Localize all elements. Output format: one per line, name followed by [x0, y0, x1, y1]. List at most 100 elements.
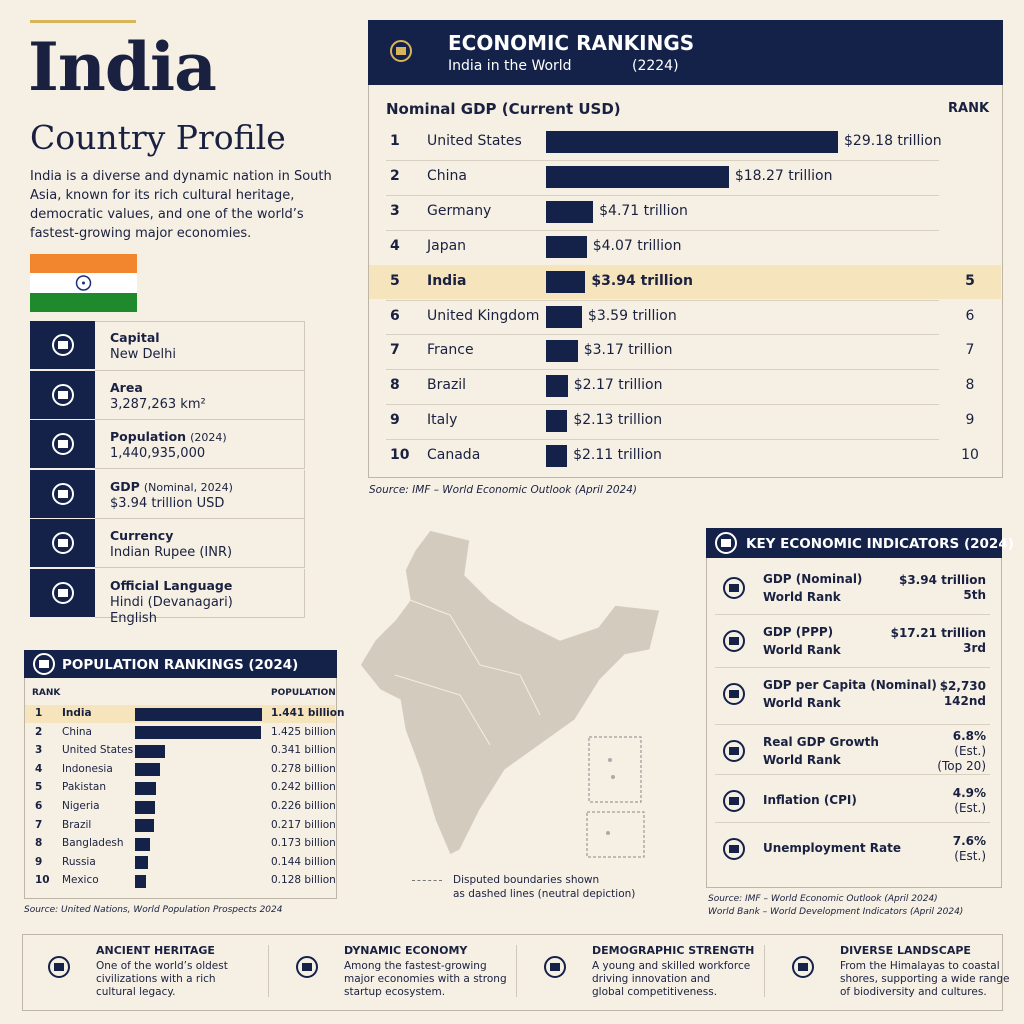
icon: [50, 332, 76, 358]
country: Canada: [427, 447, 481, 464]
icon: [50, 431, 76, 457]
bar: [135, 874, 147, 888]
value-label: 1.441 billion: [271, 707, 345, 719]
indicator-label: Inflation (CPI): [763, 793, 857, 807]
icon: [721, 628, 747, 654]
value-label: 0.278 billion: [271, 762, 336, 775]
icon: [542, 954, 568, 980]
panel-title: KEY ECONOMIC INDICATORS (2024): [746, 536, 1014, 552]
icon-art: [723, 577, 745, 599]
panel-title: ECONOMIC RANKINGS: [448, 31, 695, 55]
indicator-rank: 5th: [963, 588, 986, 602]
indicator-value: $2,730: [939, 679, 986, 693]
footer-text: shores, supporting a wide range: [840, 973, 1010, 985]
map-legend: Disputed boundaries shown: [453, 874, 600, 886]
icon: [721, 788, 747, 814]
rank: 9: [35, 855, 43, 868]
icon: [46, 954, 72, 980]
value-label: 0.217 billion: [271, 818, 336, 831]
country: Indonesia: [62, 762, 113, 775]
fact-row: [95, 420, 305, 469]
panel-header: [706, 528, 1002, 558]
footer-text: of biodiversity and cultures.: [840, 986, 987, 998]
fact-label: GDP (Nominal, 2024): [110, 478, 233, 494]
footer-text: One of the world’s oldest: [96, 960, 228, 972]
indicator-rank: 142nd: [943, 694, 986, 708]
footer-text: startup ecosystem.: [344, 986, 446, 998]
country: China: [62, 725, 92, 738]
icon-art: [723, 790, 745, 812]
icon-art: [723, 740, 745, 762]
icon-art: [715, 532, 737, 554]
panel-header: [24, 650, 337, 678]
icon: [790, 954, 816, 980]
country: United States: [427, 133, 522, 149]
indicator-rank-label: World Rank: [763, 643, 841, 657]
icon-art: [52, 581, 74, 604]
value-label: 0.128 billion: [271, 874, 336, 887]
value-label: $3.94 trillion: [591, 272, 693, 289]
footer-text: cultural legacy.: [96, 986, 176, 998]
value-label: $3.59 trillion: [587, 307, 677, 324]
rank: 8: [390, 377, 400, 394]
panel-header: [368, 20, 1003, 85]
map-art: [359, 529, 661, 858]
rank: 8: [35, 837, 43, 850]
rank: 2: [390, 167, 400, 184]
rank: 6: [35, 800, 43, 812]
indicator-label: Unemployment Rate: [763, 841, 902, 855]
rank: 5: [390, 272, 400, 289]
source: Source: United Nations, World Population…: [24, 905, 283, 915]
icon: [31, 651, 57, 677]
country: India: [62, 707, 92, 719]
icon: [721, 575, 747, 601]
footer-text: A young and skilled workforce: [592, 960, 751, 972]
indicator-note: (Est.): [954, 801, 986, 815]
country: Nigeria: [62, 800, 100, 812]
indicator-note: (Est.): [954, 743, 986, 758]
icon-art: [544, 956, 566, 978]
row-divider: [715, 667, 990, 668]
fact-label: Currency: [110, 528, 174, 543]
fact-row: [95, 469, 305, 519]
indicator-value: 4.9%: [952, 786, 986, 800]
row-divider: [386, 439, 939, 441]
legend-dash: [412, 880, 442, 881]
indicator-label: GDP per Capita (Nominal): [763, 678, 937, 692]
footer-text: major economies with a strong: [344, 973, 507, 985]
footer-title: DEMOGRAPHIC STRENGTH: [592, 944, 755, 957]
rank: 6: [390, 307, 400, 324]
bar: [546, 305, 582, 328]
row-divider: [715, 614, 990, 615]
bar: [546, 445, 568, 468]
country: Brazil: [427, 377, 467, 394]
icon-art: [33, 653, 55, 675]
subtitle: Country Profile: [30, 118, 286, 157]
bar: [546, 410, 568, 433]
bar: [135, 744, 166, 758]
icon: [50, 382, 76, 408]
value-label: 1.425 billion: [271, 725, 336, 738]
rank: 7: [35, 818, 43, 831]
country: India: [427, 272, 467, 289]
footer-text: civilizations with a rich: [96, 973, 216, 985]
icon: [50, 530, 76, 556]
footer-title: DYNAMIC ECONOMY: [344, 944, 468, 957]
right-rank: 8: [965, 377, 975, 394]
panel-title: POPULATION RANKINGS (2024): [62, 657, 299, 673]
bar: [546, 340, 578, 363]
icon-art: [723, 683, 745, 705]
rank: 7: [390, 342, 400, 359]
bar: [546, 375, 568, 398]
highlight-row: [369, 264, 1001, 299]
rank-header: RANK: [948, 101, 990, 116]
fact-value: New Delhi: [110, 347, 176, 362]
right-rank: 10: [961, 447, 979, 464]
footer-box: [22, 934, 1003, 1011]
icon: [50, 481, 76, 507]
right-rank: 9: [965, 412, 975, 429]
rank: 9: [390, 412, 400, 429]
fact-row: [95, 568, 305, 618]
icon-art: [296, 956, 318, 978]
